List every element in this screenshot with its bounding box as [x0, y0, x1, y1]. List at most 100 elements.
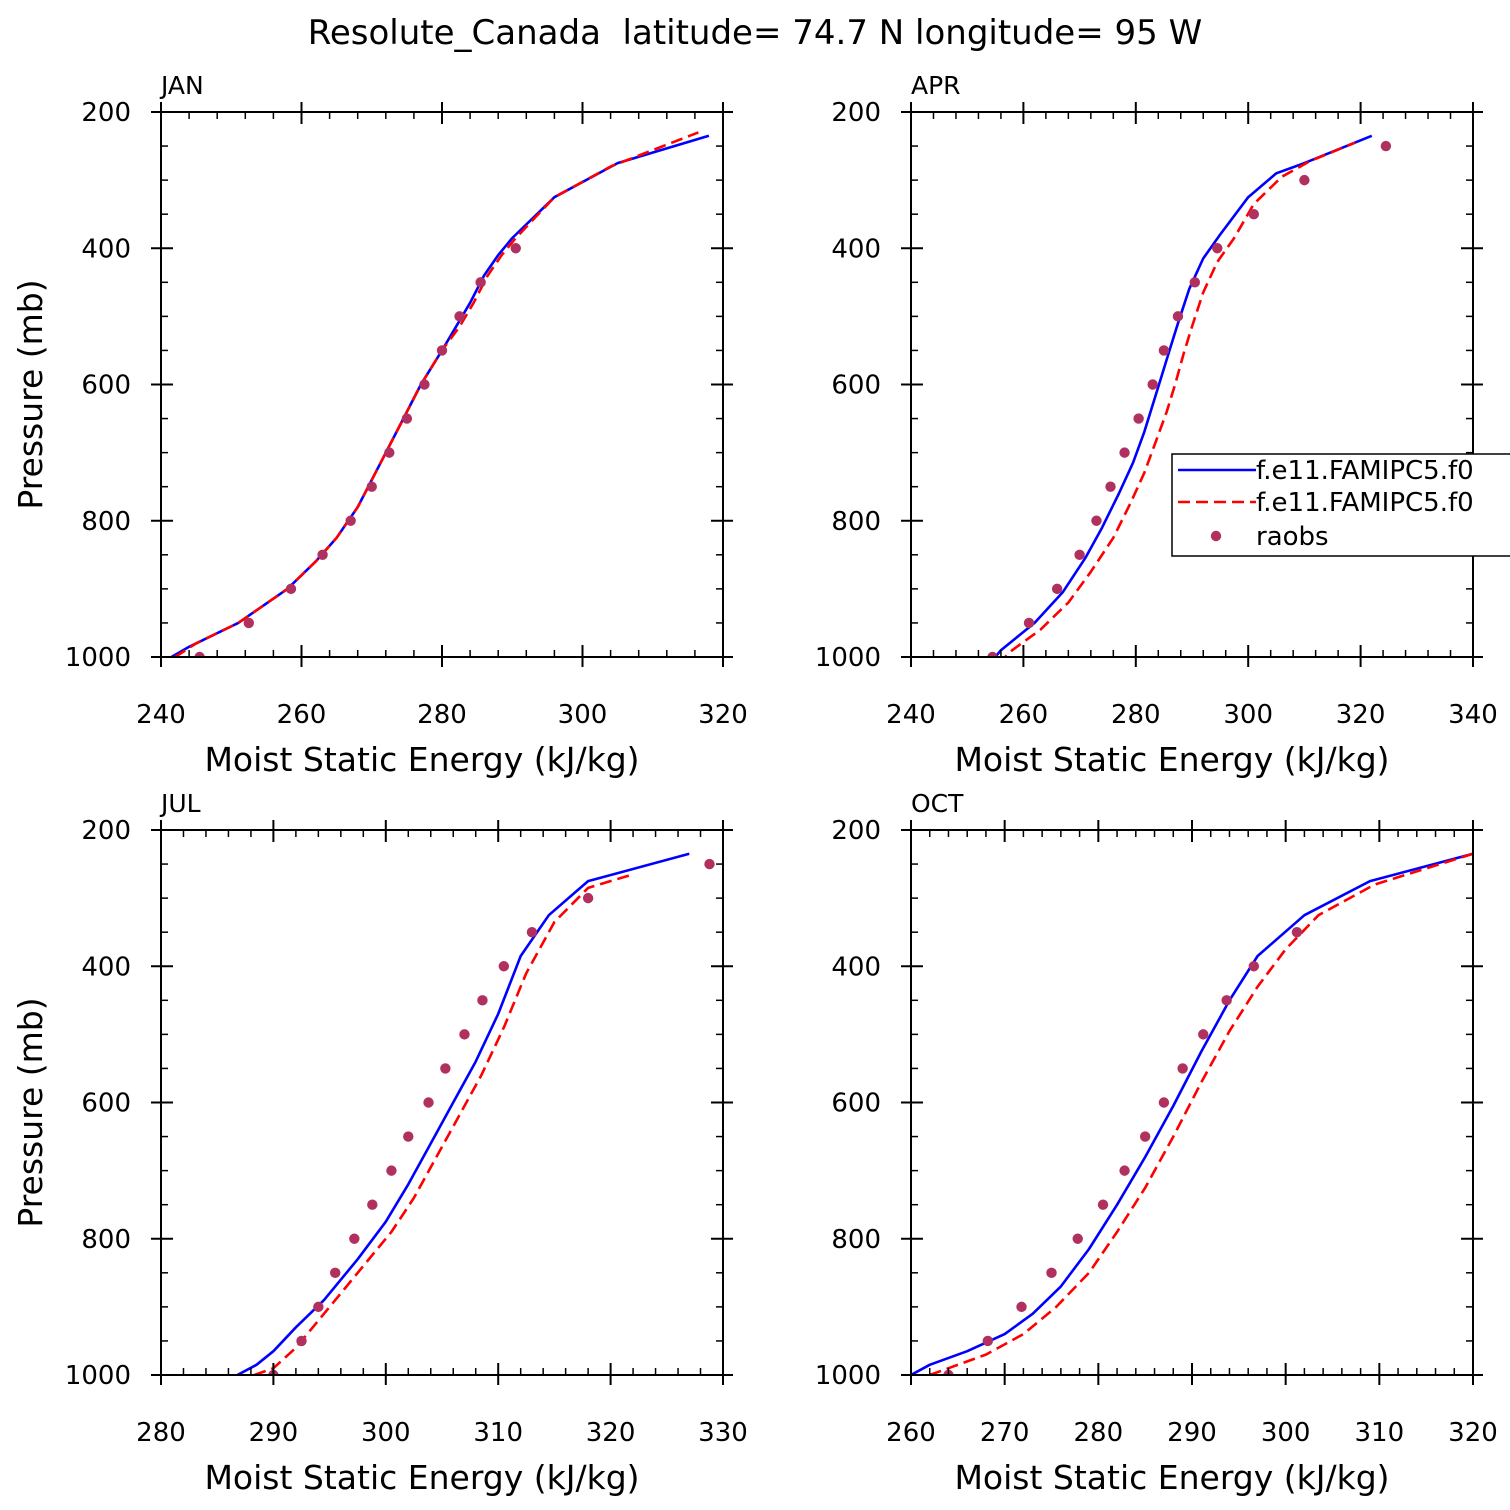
raobs-point-apr-900	[1051, 583, 1063, 595]
raobs-point-oct-450	[1221, 995, 1232, 1006]
solid-series-line-jul	[236, 852, 690, 1375]
raobs-point-jul-950	[296, 1335, 307, 1347]
raobs-point-jan-700	[384, 447, 395, 458]
raobs-point-oct-900	[1016, 1301, 1027, 1313]
x-tick-label-oct-300: 300	[1261, 1418, 1311, 1448]
plot-frame-oct	[910, 829, 1474, 1376]
y-tick-label-oct-600: 600	[831, 1089, 881, 1119]
x-tick-label-oct-320: 320	[1448, 1418, 1498, 1448]
raobs-point-apr-350	[1248, 208, 1260, 220]
x-tick-label-apr-320: 320	[1336, 700, 1386, 730]
y-tick-label-jan-1000: 1000	[65, 643, 131, 673]
y-tick-label-oct-400: 400	[831, 952, 881, 982]
x-tick-label-jan-240: 240	[136, 700, 186, 730]
raobs-point-oct-550	[1177, 1063, 1188, 1074]
plot-frame-jan	[160, 111, 724, 658]
raobs-point-jan-400	[510, 243, 521, 254]
raobs-point-oct-400	[1248, 961, 1260, 972]
x-tick-label-apr-280: 280	[1111, 700, 1161, 730]
raobs-point-jan-500	[454, 311, 465, 322]
x-tick-label-oct-290: 290	[1167, 1418, 1217, 1448]
legend: f.e11.FAMIPC5.f0f.e11.FAMIPC5.f0 raobs	[1171, 453, 1510, 557]
y-tick-label-oct-800: 800	[831, 1225, 881, 1255]
raobs-point-oct-850	[1046, 1267, 1057, 1279]
x-tick-label-jul-330: 330	[698, 1418, 748, 1448]
y-tick-label-jan-600: 600	[81, 371, 131, 401]
solid-series-line-jan	[170, 134, 710, 657]
panel-label-jul: JUL	[159, 789, 201, 818]
raobs-point-apr-400	[1212, 243, 1223, 254]
y-tick-label-jan-400: 400	[81, 234, 131, 264]
x-tick-label-jan-300: 300	[558, 700, 608, 730]
dashed-series-line-jul	[253, 873, 634, 1375]
raobs-point-oct-350	[1291, 926, 1303, 938]
raobs-point-apr-850	[1074, 549, 1085, 561]
x-tick-label-jan-260: 260	[277, 700, 327, 730]
x-axis-label-jan: Moist Static Energy (kJ/kg)	[204, 740, 639, 779]
dashed-series-line-jan	[174, 131, 699, 657]
raobs-point-apr-650	[1133, 413, 1144, 424]
raobs-point-jul-800	[349, 1233, 360, 1244]
y-tick-label-jan-200: 200	[81, 98, 131, 128]
raobs-point-apr-600	[1147, 379, 1158, 390]
x-tick-label-oct-280: 280	[1074, 1418, 1124, 1448]
raobs-point-oct-650	[1139, 1131, 1151, 1142]
raobs-point-jul-900	[313, 1301, 324, 1313]
x-tick-label-oct-310: 310	[1355, 1418, 1405, 1448]
raobs-point-jul-400	[498, 961, 510, 972]
series-group-apr	[987, 134, 1392, 657]
raobs-point-oct-600	[1158, 1097, 1170, 1108]
y-tick-label-apr-600: 600	[831, 371, 881, 401]
raobs-point-jul-750	[367, 1199, 378, 1210]
x-tick-label-jul-300: 300	[361, 1418, 411, 1448]
x-tick-label-apr-260: 260	[999, 700, 1049, 730]
raobs-point-jul-600	[423, 1097, 434, 1108]
panel-label-apr: APR	[911, 71, 961, 100]
raobs-point-jul-500	[459, 1029, 470, 1040]
x-tick-label-apr-240: 240	[886, 700, 936, 730]
x-tick-label-jan-280: 280	[417, 700, 467, 730]
raobs-point-jul-700	[386, 1165, 397, 1176]
raobs-point-oct-950	[982, 1335, 994, 1347]
raobs-point-apr-800	[1091, 515, 1102, 526]
panel-label-oct: OCT	[911, 789, 964, 818]
y-axis-label-jan: Pressure (mb)	[11, 279, 50, 509]
dashed-series-line-apr	[1003, 141, 1356, 657]
x-tick-label-apr-340: 340	[1448, 700, 1498, 730]
raobs-point-apr-1000	[987, 651, 998, 657]
raobs-point-jul-550	[440, 1063, 451, 1074]
raobs-point-jan-750	[366, 481, 377, 492]
raobs-point-jul-650	[403, 1131, 414, 1142]
x-axis-label-oct: Moist Static Energy (kJ/kg)	[954, 1458, 1389, 1497]
y-tick-label-jul-600: 600	[81, 1089, 131, 1119]
raobs-point-jan-600	[419, 379, 430, 390]
raobs-point-jan-850	[317, 549, 328, 561]
plot-frame-apr	[910, 111, 1474, 658]
y-tick-label-apr-800: 800	[831, 507, 881, 537]
y-tick-label-jan-800: 800	[81, 507, 131, 537]
x-axis-label-jul: Moist Static Energy (kJ/kg)	[204, 1458, 639, 1497]
raobs-point-apr-450	[1189, 277, 1201, 288]
raobs-point-oct-700	[1119, 1165, 1130, 1176]
raobs-point-apr-300	[1299, 174, 1310, 186]
solid-series-line-oct	[911, 852, 1473, 1375]
x-axis-label-apr: Moist Static Energy (kJ/kg)	[954, 740, 1389, 779]
raobs-point-oct-800	[1072, 1233, 1083, 1244]
raobs-point-jan-650	[401, 413, 413, 424]
raobs-point-jul-450	[477, 995, 488, 1006]
raobs-point-jul-300	[582, 892, 594, 904]
y-tick-label-jul-1000: 1000	[65, 1361, 131, 1391]
raobs-point-jan-800	[345, 515, 356, 526]
y-tick-label-jul-200: 200	[81, 816, 131, 846]
x-tick-label-jul-280: 280	[136, 1418, 186, 1448]
raobs-point-jan-450	[475, 277, 486, 288]
raobs-point-jan-950	[243, 617, 255, 629]
y-tick-label-jul-800: 800	[81, 1225, 131, 1255]
x-tick-label-jul-290: 290	[249, 1418, 299, 1448]
series-group-jan	[170, 131, 710, 657]
raobs-point-jan-1000	[194, 651, 205, 657]
